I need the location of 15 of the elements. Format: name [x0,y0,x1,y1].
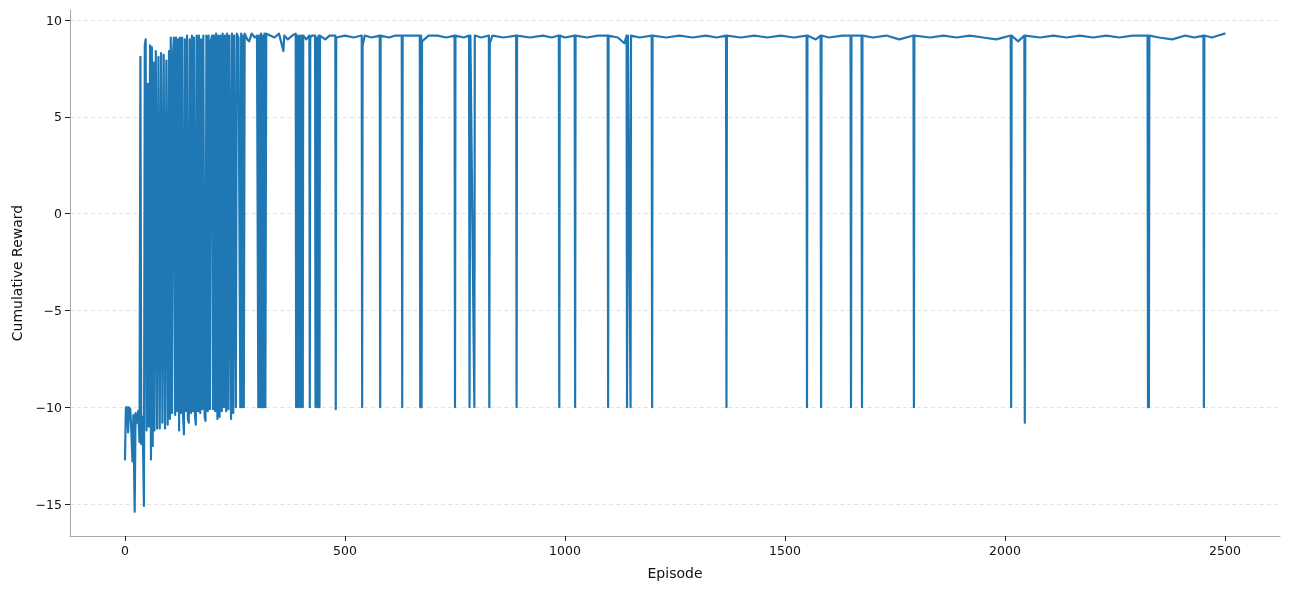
x-tick-label: 1500 [769,543,801,558]
y-tick-label: 5 [54,109,62,125]
y-tick-label: −5 [43,302,62,318]
y-tick-label: −15 [35,496,62,512]
x-tick-label: 500 [333,543,357,558]
x-tick-label: 1000 [549,543,581,558]
y-axis-title: Cumulative Reward [9,204,25,342]
x-tick-label: 0 [121,543,130,558]
y-tick-label: −10 [35,399,63,415]
line-series [123,32,1226,513]
x-tick-label: 2500 [1209,543,1241,558]
y-tick-label: 10 [46,12,63,28]
x-axis-title: Episode [647,565,703,581]
y-tick-label: 0 [54,206,63,222]
x-tick-label: 2000 [989,543,1021,558]
